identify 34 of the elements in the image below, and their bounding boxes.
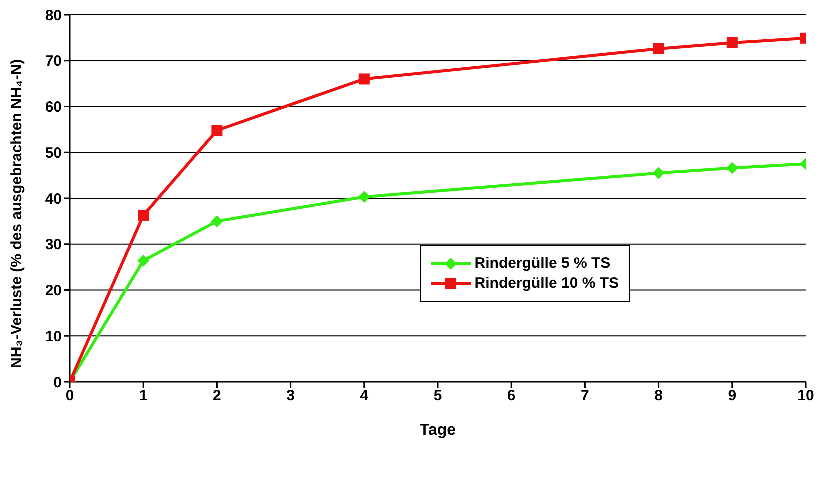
x-tick-label: 0	[66, 388, 74, 405]
x-tick-label: 5	[434, 388, 442, 405]
x-tick-label: 1	[139, 388, 148, 405]
legend-label: Rindergülle 10 % TS	[474, 275, 619, 292]
point	[653, 43, 664, 54]
point	[358, 191, 370, 204]
point	[726, 37, 738, 48]
x-tick-label: 9	[728, 388, 737, 405]
x-tick-label: 2	[213, 388, 222, 405]
x-tick-label: 4	[360, 388, 370, 405]
point	[212, 125, 223, 136]
point	[652, 167, 665, 180]
y-tick-label: 30	[45, 236, 62, 254]
legend-label: Rindergülle 5 % TS	[474, 255, 611, 272]
y-tick-label: 20	[45, 282, 62, 300]
y-tick-label: 10	[45, 328, 62, 346]
y-tick-label: 50	[45, 144, 62, 162]
point	[138, 254, 150, 267]
y-axis-title: NH₃-Verluste (% des ausgebrachten NH₄-N)	[8, 59, 26, 368]
x-tick-label: 6	[507, 388, 516, 405]
point	[138, 210, 150, 221]
point	[358, 74, 370, 85]
point	[211, 215, 224, 228]
y-tick-label: 40	[45, 190, 62, 208]
x-tick-label: 3	[286, 388, 295, 405]
point	[726, 162, 738, 174]
x-tick-label: 10	[798, 388, 814, 405]
x-tick-label: 7	[581, 388, 590, 405]
y-tick-label: 0	[54, 374, 62, 392]
x-tick-label: 8	[654, 388, 663, 405]
y-tick-label: 60	[45, 99, 62, 116]
y-tick-label: 80	[45, 7, 62, 24]
x-axis-title: Tage	[420, 422, 456, 439]
y-tick-label: 70	[45, 53, 62, 70]
